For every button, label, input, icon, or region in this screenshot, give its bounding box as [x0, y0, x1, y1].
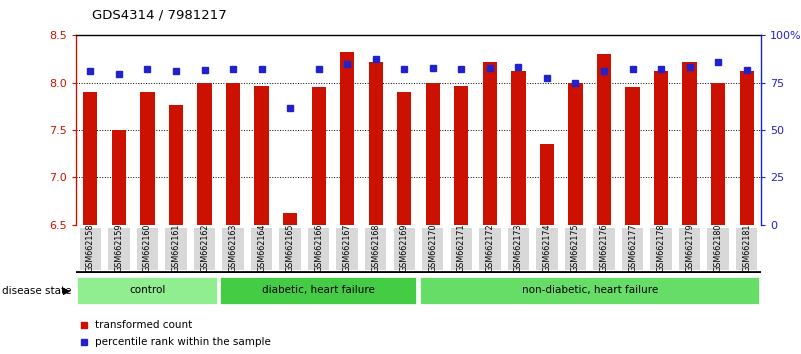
Bar — [626, 87, 640, 225]
Text: GSM662181: GSM662181 — [743, 224, 751, 272]
Text: GSM662167: GSM662167 — [343, 223, 352, 272]
Bar — [425, 83, 440, 225]
Text: GSM662172: GSM662172 — [485, 223, 494, 272]
Text: transformed count: transformed count — [95, 320, 192, 330]
Bar — [569, 83, 582, 225]
Bar — [540, 144, 554, 225]
FancyBboxPatch shape — [280, 228, 301, 270]
FancyBboxPatch shape — [707, 228, 729, 270]
Text: diabetic, heart failure: diabetic, heart failure — [262, 285, 375, 295]
Bar — [226, 83, 240, 225]
Bar — [682, 62, 697, 225]
Bar — [739, 72, 754, 225]
FancyBboxPatch shape — [679, 228, 700, 270]
Text: GSM662158: GSM662158 — [86, 223, 95, 272]
Text: ▶: ▶ — [63, 286, 70, 296]
Bar — [169, 104, 183, 225]
Bar — [368, 62, 383, 225]
Bar — [83, 92, 98, 225]
FancyBboxPatch shape — [422, 228, 444, 270]
FancyBboxPatch shape — [565, 228, 586, 270]
Bar — [454, 86, 469, 225]
Text: GSM662174: GSM662174 — [542, 223, 551, 272]
FancyBboxPatch shape — [308, 228, 329, 270]
Bar — [255, 86, 268, 225]
FancyBboxPatch shape — [108, 228, 130, 270]
FancyBboxPatch shape — [508, 228, 529, 270]
FancyBboxPatch shape — [420, 276, 760, 304]
Bar — [283, 213, 297, 225]
FancyBboxPatch shape — [622, 228, 643, 270]
Text: GDS4314 / 7981217: GDS4314 / 7981217 — [92, 9, 227, 22]
FancyBboxPatch shape — [393, 228, 415, 270]
Bar — [711, 83, 725, 225]
FancyBboxPatch shape — [336, 228, 358, 270]
Bar — [340, 52, 354, 225]
Bar — [654, 72, 668, 225]
Text: GSM662170: GSM662170 — [429, 223, 437, 272]
FancyBboxPatch shape — [165, 228, 187, 270]
Text: GSM662166: GSM662166 — [314, 224, 323, 272]
FancyBboxPatch shape — [77, 276, 218, 304]
Text: GSM662162: GSM662162 — [200, 223, 209, 272]
Text: GSM662171: GSM662171 — [457, 223, 466, 272]
Text: GSM662177: GSM662177 — [628, 223, 637, 272]
FancyBboxPatch shape — [251, 228, 272, 270]
Text: GSM662176: GSM662176 — [599, 223, 609, 272]
Bar — [483, 62, 497, 225]
Bar — [312, 87, 326, 225]
Text: non-diabetic, heart failure: non-diabetic, heart failure — [521, 285, 658, 295]
Text: GSM662163: GSM662163 — [228, 224, 238, 272]
Text: GSM662168: GSM662168 — [371, 224, 380, 272]
Text: GSM662179: GSM662179 — [685, 223, 694, 272]
Bar — [112, 130, 126, 225]
Text: GSM662164: GSM662164 — [257, 224, 266, 272]
Text: GSM662165: GSM662165 — [286, 223, 295, 272]
FancyBboxPatch shape — [736, 228, 758, 270]
Bar — [140, 92, 155, 225]
FancyBboxPatch shape — [479, 228, 501, 270]
Text: disease state: disease state — [2, 286, 71, 296]
Text: control: control — [129, 285, 166, 295]
Text: GSM662180: GSM662180 — [714, 224, 723, 272]
Bar — [197, 83, 211, 225]
Text: GSM662160: GSM662160 — [143, 224, 152, 272]
Text: GSM662169: GSM662169 — [400, 223, 409, 272]
Text: GSM662173: GSM662173 — [514, 223, 523, 272]
Text: GSM662175: GSM662175 — [571, 223, 580, 272]
FancyBboxPatch shape — [594, 228, 614, 270]
Text: GSM662178: GSM662178 — [657, 223, 666, 272]
Bar — [511, 72, 525, 225]
FancyBboxPatch shape — [536, 228, 557, 270]
Text: percentile rank within the sample: percentile rank within the sample — [95, 337, 272, 347]
FancyBboxPatch shape — [194, 228, 215, 270]
FancyBboxPatch shape — [223, 228, 244, 270]
Text: GSM662159: GSM662159 — [115, 223, 123, 272]
FancyBboxPatch shape — [650, 228, 672, 270]
FancyBboxPatch shape — [451, 228, 472, 270]
FancyBboxPatch shape — [365, 228, 386, 270]
Bar — [397, 92, 412, 225]
FancyBboxPatch shape — [137, 228, 158, 270]
FancyBboxPatch shape — [220, 276, 417, 304]
FancyBboxPatch shape — [79, 228, 101, 270]
Bar — [597, 54, 611, 225]
Text: GSM662161: GSM662161 — [171, 224, 180, 272]
